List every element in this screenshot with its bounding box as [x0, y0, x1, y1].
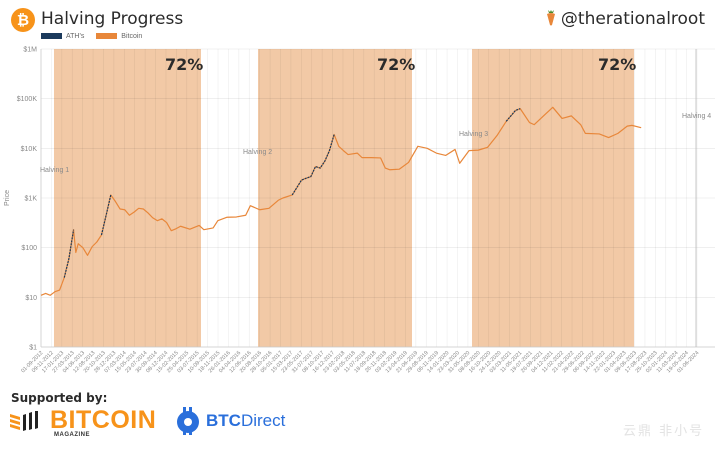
progress-percent-label: 72% [598, 55, 636, 74]
ath-line-segment [63, 229, 75, 278]
y-tick-label: $10K [21, 146, 38, 153]
legend-item-bitcoin: Bitcoin [96, 33, 142, 40]
halving-label: Halving 4 [682, 113, 711, 120]
handle-text: @therationalroot [560, 9, 705, 29]
legend-swatch-ath [41, 33, 62, 40]
y-tick-label: $1 [29, 345, 37, 352]
btcdirect-icon [177, 407, 199, 435]
supported-by-label: Supported by: [11, 391, 108, 405]
sponsor2-name: BTCDirect [206, 411, 285, 431]
progress-percent-label: 72% [377, 55, 415, 74]
price-chart: 01-09-201209-11-201217-01-201327-03-2013… [4, 47, 715, 374]
sponsor1-sub: MAGAZINE [54, 432, 90, 438]
bitcoin-price-line [40, 106, 642, 296]
carrot-icon [546, 10, 555, 26]
y-tick-label: $1M [23, 47, 37, 54]
sponsor1-name: BITCOIN [50, 406, 157, 434]
bitcoin-logo-icon: ₿ [11, 8, 35, 32]
shaded-region [54, 49, 201, 347]
sponsor2-rest: Direct [240, 411, 286, 430]
shaded-region [472, 49, 634, 347]
legend-swatch-bitcoin [96, 33, 118, 40]
chart-legend: ATH's Bitcoin [41, 33, 152, 43]
author-handle: @therationalroot [546, 9, 705, 29]
header: ₿ Halving Progress ATH's Bitcoin @therat… [0, 0, 719, 40]
y-tick-label: $100 [21, 245, 37, 252]
legend-item-ath: ATH's [41, 33, 84, 40]
bitcoin-magazine-mark-icon [10, 411, 38, 431]
sponsor2-bold: BTC [206, 411, 241, 430]
footer: Supported by: BITCOIN MAGAZINE BTCDirect [0, 385, 719, 449]
legend-label-ath: ATH's [66, 33, 85, 40]
halving-label: Halving 1 [40, 167, 69, 174]
page-title: Halving Progress [41, 9, 184, 29]
y-tick-label: $100K [17, 96, 38, 103]
ath-line-segment [100, 194, 112, 236]
halving-label: Halving 3 [459, 131, 488, 138]
watermark: 云鼎 非小号 [623, 424, 705, 439]
progress-percent-label: 72% [165, 55, 203, 74]
legend-label-bitcoin: Bitcoin [121, 33, 143, 40]
y-tick-label: $1K [25, 196, 38, 203]
ath-line-segment [291, 134, 335, 196]
ath-line-segment [505, 108, 521, 122]
y-tick-label: $10 [25, 295, 37, 302]
y-axis-title: Price [4, 190, 11, 206]
halving-label: Halving 2 [243, 149, 272, 156]
